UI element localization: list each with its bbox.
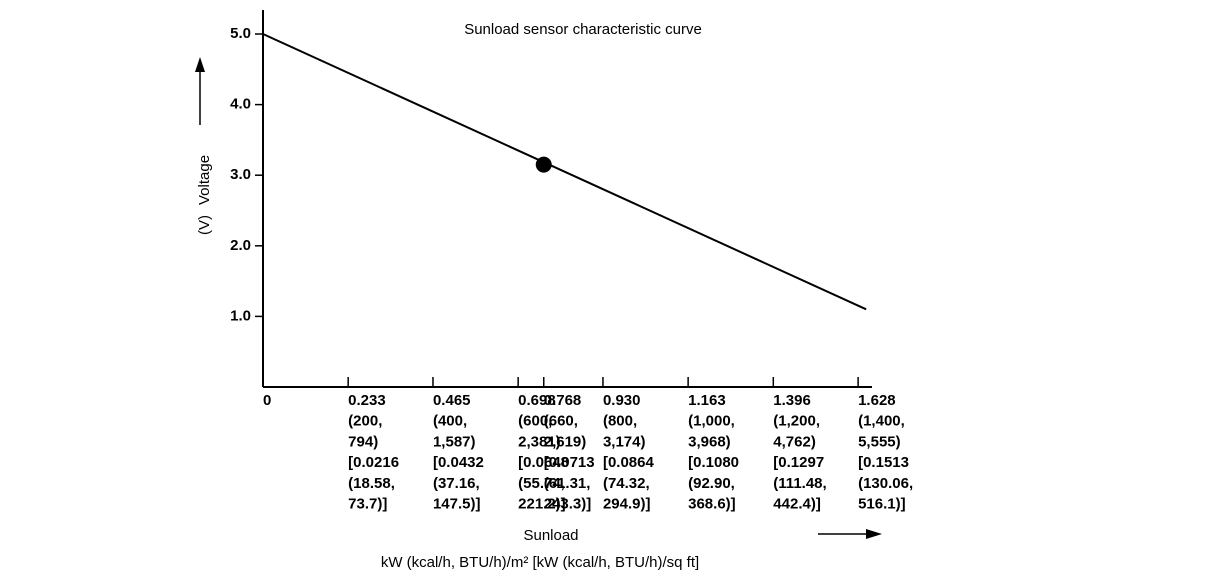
x-tick-label-line: [0.0432	[433, 454, 484, 471]
x-tick-label-line: 0.698	[518, 392, 556, 409]
x-tick-label-line: 1.628	[858, 392, 896, 409]
x-tick-label-line: [0.1080	[688, 454, 739, 471]
y-tick-label: 5.0	[230, 25, 251, 42]
y-tick-label: 4.0	[230, 96, 251, 113]
x-tick-label-line: (600,	[518, 413, 552, 430]
x-tick-label-line: [0.0648	[518, 454, 569, 471]
x-tick-label-line: (660,	[544, 413, 578, 430]
x-tick-label: 0.233 (200, 794) [0.0216 (18.58, 73.7)]	[348, 392, 399, 513]
x-tick-label-line: 0.233	[348, 392, 386, 409]
x-tick-label-line: 5,555)	[858, 433, 901, 450]
x-tick-label-line: (1,000,	[688, 413, 735, 430]
x-tick-label: 1.163 (1,000, 3,968) [0.1080 (92.90, 368.6)]	[688, 392, 739, 513]
x-arrow-head	[866, 529, 882, 539]
x-tick-label-line: [0.1297	[773, 454, 824, 471]
y-arrow-head	[195, 57, 205, 72]
x-tick-label-line: (130.06,	[858, 475, 913, 492]
y-tick-label: 1.0	[230, 307, 251, 324]
x-tick-label-line: (55.74,	[518, 475, 565, 492]
x-tick-label-line: 3,968)	[688, 433, 731, 450]
x-tick-label: 0	[263, 392, 271, 409]
x-tick-label-line: 2,619)	[544, 433, 587, 450]
x-tick-label-line: 73.7)]	[348, 496, 387, 513]
x-tick-label-line: (37.16,	[433, 475, 480, 492]
x-tick-label-line: 294.9)]	[603, 496, 651, 513]
x-tick-label: 0.930 (800, 3,174) [0.0864 (74.32, 294.9)]	[603, 392, 655, 513]
x-tick-label-line: 243.3)]	[544, 496, 592, 513]
x-tick-label-line: 0	[263, 392, 271, 409]
x-tick-label-line: 1.163	[688, 392, 726, 409]
x-tick-label-line: (92.90,	[688, 475, 735, 492]
x-tick-label-line: 442.4)]	[773, 496, 821, 513]
line	[262, 33, 867, 311]
x-tick-label-line: 0.465	[433, 392, 471, 409]
x-tick-label-line: (74.32,	[603, 475, 650, 492]
x-tick-label-line: [0.0864	[603, 454, 655, 471]
x-tick-label: 1.628 (1,400, 5,555) [0.1513 (130.06, 516.1)]	[858, 392, 913, 513]
y-tick-label: 3.0	[230, 166, 251, 183]
x-tick-label-line: 2,381)	[518, 433, 561, 450]
x-tick-label: 0.768 (660, 2,619) [0.0713 (61.31, 243.3)]	[544, 392, 595, 513]
x-tick-label-line: 516.1)]	[858, 496, 906, 513]
y-tick-label: 2.0	[230, 237, 251, 254]
x-tick-label-line: (1,200,	[773, 413, 820, 430]
x-tick-label-line: 368.6)]	[688, 496, 736, 513]
x-tick-label-line: (1,400,	[858, 413, 905, 430]
x-tick-label: 0.465 (400, 1,587) [0.0432 (37.16, 147.5)]	[433, 392, 484, 513]
x-tick-label-line: 0.930	[603, 392, 641, 409]
point	[535, 156, 552, 173]
y-unit: (V)	[196, 215, 213, 235]
x-tick-label-line: 1.396	[773, 392, 811, 409]
y-label: Voltage	[196, 155, 213, 205]
x-tick-label-line: (800,	[603, 413, 637, 430]
x-tick-label-line: (400,	[433, 413, 467, 430]
x-tick-label-line: 1,587)	[433, 433, 476, 450]
y-axis-title: (V) Voltage	[196, 155, 213, 235]
x-tick-label-line: (200,	[348, 413, 382, 430]
x-tick-label-line: 3,174)	[603, 433, 646, 450]
x-tick-label-line: [0.1513	[858, 454, 909, 471]
x-tick-label-line: (61.31,	[544, 475, 591, 492]
x-tick-label-line: 147.5)]	[433, 496, 481, 513]
x-unit-label: kW (kcal/h, BTU/h)/m² [kW (kcal/h, BTU/h…	[381, 554, 699, 571]
x-tick-label-line: (111.48,	[773, 475, 826, 492]
x-tick-label-line: [0.0713	[544, 454, 595, 471]
x-tick-label-line: 4,762)	[773, 433, 816, 450]
x-tick-label: 0.698 (600, 2,381) [0.0648 (55.74, 221.2)]	[518, 392, 569, 513]
x-tick-label: 1.396 (1,200, 4,762) [0.1297 (111.48, 442.4)]	[773, 392, 826, 513]
x-tick-label-line: (18.58,	[348, 475, 395, 492]
x-tick-label-line: 0.768	[544, 392, 582, 409]
chart-title: Sunload sensor characteristic curve	[464, 21, 702, 38]
x-axis-title: Sunload	[523, 527, 578, 544]
x-tick-label-line: [0.0216	[348, 454, 399, 471]
x-tick-label-line: 221.2)]	[518, 496, 566, 513]
x-tick-label-line: 794)	[348, 433, 378, 450]
